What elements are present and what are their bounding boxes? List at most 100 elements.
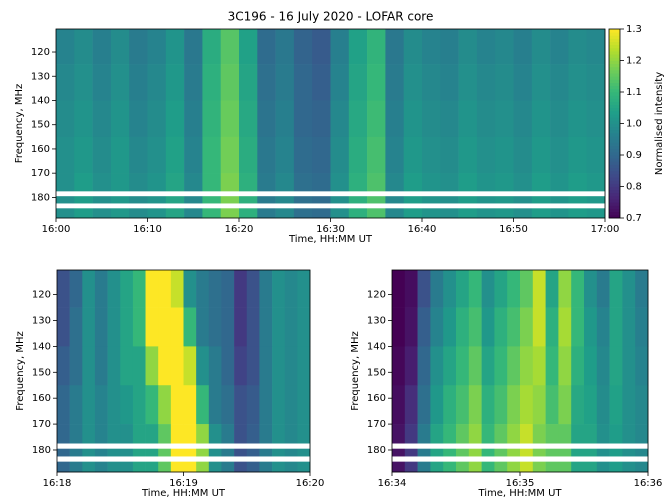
heatmap-cell [120,385,134,425]
colorbar-step [609,32,620,36]
heatmap-cell [184,100,203,138]
colorbar-step [609,88,620,93]
heatmap-cell [208,346,222,386]
heatmap-cell [348,100,368,138]
heatmap-cell [422,100,441,138]
x-tick-label: 16:36 [634,478,663,489]
heatmap-cell [430,270,444,308]
heatmap-cell [513,64,533,101]
heatmap-cell [507,385,521,425]
colorbar-step [609,63,620,68]
heatmap-cell [532,385,546,425]
heatmap-cell [239,64,258,101]
y-tick-label: 130 [32,316,51,327]
colorbar-step [609,164,620,168]
chart-title: 3C196 - 16 July 2020 - LOFAR core [228,10,434,24]
colorbar-tick-label: 1.1 [626,87,642,98]
heatmap-cell [392,270,406,308]
heatmap-cell [132,385,146,425]
y-axis-label: Frequency, MHz [15,331,26,410]
heatmap-cell [69,346,83,386]
heatmap-cell [468,346,482,386]
heatmap-cell [170,385,184,425]
heatmap-cell [165,100,185,138]
masked-band [392,456,648,462]
heatmap-cell [584,385,598,425]
heatmap-cell [74,100,93,138]
heatmap-cell [545,307,559,347]
heatmap-cell [545,270,559,308]
colorbar-step [609,54,620,58]
heatmap-cell [94,385,108,425]
heatmap-cell [622,270,636,308]
heatmap-cell [297,307,311,347]
heatmap-cell [550,100,569,138]
heatmap-cell [507,270,521,308]
heatmap-cell [385,64,404,101]
heatmap-cell [165,136,185,174]
heatmap-cell [545,346,559,386]
heatmap-cell [82,270,96,308]
colorbar-step [609,73,620,77]
heatmap-cell [495,136,514,174]
heatmap-cell [635,385,649,425]
heatmap-cell [184,64,203,101]
heatmap-cell [170,270,184,308]
colorbar-step [609,136,620,140]
heatmap-cell [507,346,521,386]
heatmap-cell [417,385,431,425]
y-tick-label: 140 [31,95,50,106]
heatmap-cell [312,29,331,65]
heatmap-cell [312,64,331,101]
masked-band [57,456,310,462]
heatmap-cell [110,64,130,101]
heatmap-cell [202,64,221,101]
x-tick-label: 16:34 [378,478,407,489]
heatmap-cell [430,307,444,347]
y-tick-label: 160 [367,393,386,404]
heatmap-cell [507,307,521,347]
y-tick-label: 170 [367,419,386,430]
colorbar-step [609,214,620,219]
colorbar-step [609,101,620,105]
heatmap-cell [404,346,418,386]
heatmap-cell [550,29,569,65]
heatmap-cell [385,29,404,65]
y-axis-label: Frequency, MHz [350,331,361,410]
heatmap-cell [220,29,240,65]
colorbar-step [609,85,620,90]
heatmap-cell [609,346,623,386]
heatmap-cell [385,136,404,174]
heatmap-cell [635,307,649,347]
colorbar-tick-label: 0.8 [626,182,642,193]
heatmap-cell [145,307,159,347]
heatmap-cell [586,29,606,65]
heatmap-cell [532,270,546,308]
heatmap-cell [107,270,121,308]
y-tick-label: 130 [367,316,386,327]
y-axis-label: Frequency, MHz [14,84,25,163]
colorbar-step [609,173,620,178]
heatmap-cell [196,385,210,425]
heatmap-cell [284,270,298,308]
heatmap-cell [259,385,273,425]
heatmap-cell [495,64,514,101]
heatmap-cell [367,100,386,138]
heatmap-cell [495,100,514,138]
heatmap-cell [586,100,606,138]
heatmap-cell [208,385,222,425]
heatmap-cell [221,270,235,308]
x-tick-label: 16:20 [225,224,254,235]
heatmap-cell [110,100,130,138]
masked-band [57,443,310,449]
heatmap-cell [403,136,423,174]
x-tick-label: 16:35 [506,478,535,489]
heatmap-cell [330,100,350,138]
y-tick-label: 150 [32,367,51,378]
heatmap-cell [145,270,159,308]
heatmap-cell [275,64,295,101]
heatmap-cell [110,29,130,65]
colorbar-step [609,145,620,150]
colorbar-step [609,117,620,121]
